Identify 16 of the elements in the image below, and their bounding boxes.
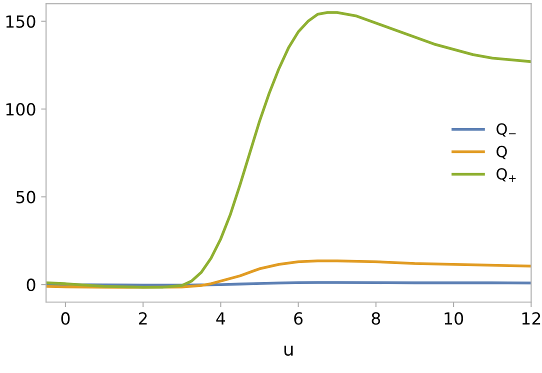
x-tick-label: 8 — [372, 312, 380, 325]
y-tick-label: 0 — [26, 278, 36, 292]
x-tick-label: 2 — [139, 312, 147, 325]
y-tick-label: 150 — [6, 15, 36, 28]
x-tick-label: 6 — [294, 312, 303, 325]
legend-label: Q$_{+}$ — [496, 168, 516, 182]
legend-label: Q — [496, 146, 507, 160]
legend-label: Q$_{−}$ — [496, 123, 516, 137]
line-series — [46, 11, 532, 289]
x-tick-label: 0 — [61, 312, 70, 325]
y-tick-label: 50 — [16, 190, 36, 204]
x-tick-label: 4 — [216, 312, 226, 325]
x-tick-label: 12 — [522, 312, 540, 325]
x-tick-label: 10 — [444, 312, 464, 325]
x-axis-title: u — [284, 345, 293, 356]
y-tick-label: 100 — [6, 103, 36, 116]
